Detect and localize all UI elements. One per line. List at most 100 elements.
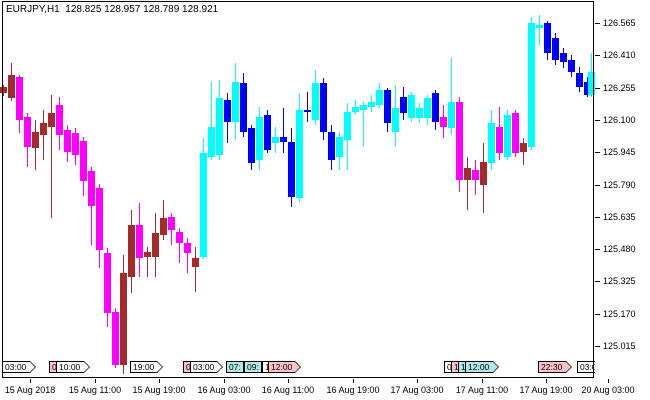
candle [480, 162, 487, 185]
time-flag[interactable]: 1 [262, 361, 269, 373]
time-flag-label: 07: [227, 362, 243, 372]
candle [464, 168, 471, 180]
time-flag[interactable]: 0 [444, 361, 452, 373]
price-label: 125.790 [603, 180, 636, 190]
candle [168, 217, 175, 230]
time-flag[interactable]: 1 [458, 361, 466, 373]
time-flag[interactable]: 10:00 [56, 361, 90, 373]
time-flag[interactable]: 0 [183, 361, 191, 373]
price-label: 125.480 [603, 244, 636, 254]
candle [200, 153, 207, 257]
candle [528, 23, 535, 147]
time-flag[interactable]: 0 [49, 361, 57, 373]
candle-wick [195, 247, 196, 292]
time-flag-label: 09: [245, 362, 261, 372]
candle-wick [147, 247, 148, 277]
candle [264, 115, 271, 150]
candle [104, 253, 111, 313]
candle [16, 77, 23, 120]
candle [496, 127, 503, 153]
candle [352, 107, 359, 112]
candle-wick [451, 58, 452, 135]
time-flag-label: 03:00 [191, 362, 222, 372]
time-flag[interactable]: 19:00 [130, 361, 163, 373]
price-tick [595, 185, 600, 186]
candle-wick [539, 15, 540, 45]
candle [520, 143, 527, 152]
time-flag[interactable]: 1 [451, 361, 459, 373]
time-tick [224, 379, 225, 383]
time-flag-label: 03:00 [3, 362, 35, 372]
candle [320, 83, 327, 132]
candle [232, 82, 239, 122]
candle [288, 142, 295, 197]
candle [24, 117, 31, 147]
candle [472, 170, 479, 180]
candle [376, 90, 383, 105]
candle [400, 97, 407, 113]
candle [504, 115, 511, 157]
time-flag[interactable]: 22:30 [538, 361, 572, 373]
candle-wick [179, 228, 180, 263]
candle [312, 83, 319, 120]
time-flag-label: 1 [452, 362, 458, 372]
candle [40, 123, 47, 135]
time-flag-label: 12:00 [466, 362, 498, 372]
time-flag-label: 0 [184, 362, 190, 372]
time-flag[interactable]: 03:00 [2, 361, 36, 373]
candle [160, 218, 167, 235]
time-label: 16 Aug 11:00 [261, 385, 315, 395]
time-flag[interactable]: 03:00 [577, 361, 595, 373]
price-tick [595, 314, 600, 315]
candle [248, 128, 255, 163]
price-label: 125.325 [603, 276, 636, 286]
time-label: 15 Aug 19:00 [132, 385, 186, 395]
candle [72, 133, 79, 155]
time-flag[interactable]: 12:00 [268, 361, 301, 373]
price-label: 125.015 [603, 341, 636, 351]
candle [424, 98, 431, 118]
price-label: 126.255 [603, 83, 636, 93]
price-tick [595, 249, 600, 250]
chart-title: EURJPY,H1 128.825 128.957 128.789 128.92… [6, 4, 219, 15]
candle [560, 53, 567, 62]
candle-wick [91, 167, 92, 245]
candle-wick [283, 108, 284, 153]
price-label: 126.410 [603, 50, 636, 60]
candle [96, 188, 103, 250]
candle [584, 82, 591, 95]
candle [8, 75, 15, 98]
price-tick [595, 120, 600, 121]
candle [32, 132, 39, 148]
candle [144, 252, 151, 257]
time-flag[interactable]: 09: [244, 361, 262, 373]
price-tick [595, 217, 600, 218]
candle-wick [51, 95, 52, 218]
candle [296, 110, 303, 198]
time-flag[interactable]: 07: [226, 361, 244, 373]
time-flag-label: 1 [459, 362, 465, 372]
candle [568, 60, 575, 72]
candle [120, 273, 127, 365]
price-label: 126.565 [603, 18, 636, 28]
time-tick [353, 379, 354, 383]
price-tick [595, 55, 600, 56]
price-tick [595, 346, 600, 347]
time-label: 17 Aug 11:00 [455, 385, 509, 395]
time-flag[interactable]: 03:00 [190, 361, 223, 373]
candle [360, 105, 367, 110]
plot-area[interactable]: EURJPY,H1 128.825 128.957 128.789 128.92… [0, 0, 595, 379]
price-label: 125.945 [603, 147, 636, 157]
candle [544, 23, 551, 53]
candle [48, 113, 55, 127]
price-label: 125.635 [603, 212, 636, 222]
candle [304, 110, 311, 112]
price-label: 125.170 [603, 309, 636, 319]
candle-wick [211, 82, 212, 160]
time-tick [95, 379, 96, 383]
candle [280, 137, 287, 142]
time-flag[interactable]: 12:00 [465, 361, 499, 373]
candle [192, 258, 199, 267]
time-tick [608, 379, 609, 383]
candle [208, 127, 215, 157]
